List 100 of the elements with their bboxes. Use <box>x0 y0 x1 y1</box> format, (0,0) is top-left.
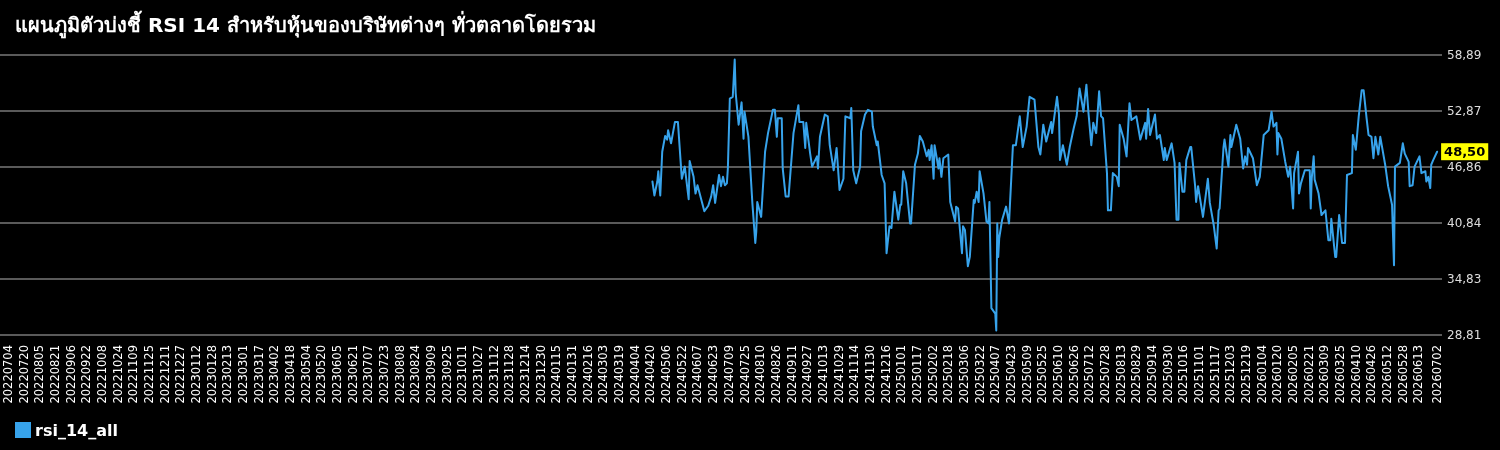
y-tick-label: 52,87 <box>1447 104 1482 119</box>
x-tick-label: 20220720 <box>16 345 31 404</box>
x-tick-label: 20240911 <box>784 345 799 404</box>
x-tick-label: 20221125 <box>141 345 156 404</box>
x-tick-label: 20250813 <box>1113 345 1128 404</box>
x-tick-label: 20221211 <box>157 345 172 404</box>
x-tick-label: 20241029 <box>831 345 846 404</box>
x-tick-label: 20260104 <box>1254 345 1269 404</box>
x-tick-label: 20260410 <box>1348 345 1363 404</box>
x-tick-label: 20250626 <box>1066 345 1081 404</box>
x-tick-label: 20260120 <box>1270 345 1285 404</box>
x-tick-label: 20230112 <box>188 345 203 404</box>
x-tick-label: 20220906 <box>63 345 78 404</box>
x-tick-label: 20240115 <box>549 345 564 404</box>
x-tick-label: 20230723 <box>377 345 392 404</box>
x-tick-label: 20250218 <box>941 345 956 404</box>
x-tick-label: 20230128 <box>204 345 219 404</box>
x-tick-label: 20230808 <box>392 345 407 404</box>
x-tick-label: 20251203 <box>1223 345 1238 404</box>
x-tick-label: 20231214 <box>518 345 533 404</box>
x-tick-label: 20240404 <box>627 345 642 404</box>
x-tick-label: 20231027 <box>471 345 486 404</box>
x-tick-label: 20250202 <box>925 345 940 404</box>
x-tick-label: 20230504 <box>298 345 313 404</box>
x-tick-label: 20220805 <box>32 345 47 404</box>
legend: rsi_14_all <box>15 420 118 440</box>
x-tick-label: 20240826 <box>768 345 783 404</box>
x-tick-label: 20240303 <box>596 345 611 404</box>
x-tick-label: 20260205 <box>1286 345 1301 404</box>
x-tick-label: 20220704 <box>0 345 15 404</box>
x-tick-label: 20250322 <box>972 345 987 404</box>
x-tick-label: 20251117 <box>1207 345 1222 404</box>
x-tick-label: 20250829 <box>1129 345 1144 404</box>
x-tick-label: 20250610 <box>1050 345 1065 404</box>
x-tick-label: 20250101 <box>894 345 909 404</box>
x-tick-label: 20240725 <box>737 345 752 404</box>
x-tick-label: 20260512 <box>1380 345 1395 404</box>
x-tick-label: 20250509 <box>1019 345 1034 404</box>
x-tick-label: 20240623 <box>706 345 721 404</box>
x-tick-label: 20241130 <box>862 345 877 404</box>
x-tick-label: 20221227 <box>173 345 188 404</box>
x-tick-label: 20250117 <box>909 345 924 404</box>
x-tick-label: 20250930 <box>1160 345 1175 404</box>
x-tick-label: 20240927 <box>800 345 815 404</box>
x-tick-label: 20260309 <box>1317 345 1332 404</box>
x-tick-label: 20240709 <box>721 345 736 404</box>
x-tick-label: 20230520 <box>314 345 329 404</box>
x-tick-label: 20240522 <box>674 345 689 404</box>
x-tick-label: 20260613 <box>1411 345 1426 404</box>
x-tick-label: 20250728 <box>1098 345 1113 404</box>
x-tick-label: 20240607 <box>690 345 705 404</box>
x-tick-label: 20241114 <box>847 345 862 404</box>
y-tick-label: 28,81 <box>1447 328 1482 342</box>
x-tick-label: 20240131 <box>565 345 580 404</box>
y-tick-label: 46,86 <box>1447 159 1482 174</box>
x-tick-label: 20231230 <box>533 345 548 404</box>
x-tick-label: 20221024 <box>110 345 125 404</box>
x-tick-label: 20230925 <box>439 345 454 404</box>
x-tick-label: 20250914 <box>1145 345 1160 404</box>
x-tick-label: 20230301 <box>235 345 250 404</box>
y-tick-label: 34,83 <box>1447 271 1482 286</box>
x-tick-label: 20230418 <box>282 345 297 404</box>
x-tick-label: 20250525 <box>1035 345 1050 404</box>
x-tick-label: 20220922 <box>79 345 94 404</box>
x-tick-label: 20230621 <box>345 345 360 404</box>
x-tick-label: 20260325 <box>1333 345 1348 404</box>
x-tick-label: 20230317 <box>251 345 266 404</box>
x-tick-label: 20230605 <box>329 345 344 404</box>
x-tick-label: 20260221 <box>1301 345 1316 404</box>
x-tick-label: 20240319 <box>612 345 627 404</box>
x-tick-label: 20250306 <box>956 345 971 404</box>
x-tick-label: 20251219 <box>1239 345 1254 404</box>
x-tick-label: 20230824 <box>408 345 423 404</box>
x-tick-label: 20230213 <box>220 345 235 404</box>
legend-label: rsi_14_all <box>35 420 118 440</box>
y-tick-label: 58,89 <box>1447 48 1482 62</box>
x-tick-label: 20230402 <box>267 345 282 404</box>
x-tick-label: 20231112 <box>486 345 501 404</box>
x-tick-label: 20240420 <box>643 345 658 404</box>
x-tick-label: 20231011 <box>455 345 470 404</box>
x-tick-label: 20221109 <box>126 345 141 404</box>
x-tick-label: 20250423 <box>1003 345 1018 404</box>
x-tick-label: 20240506 <box>659 345 674 404</box>
x-tick-label: 20230707 <box>361 345 376 404</box>
x-tick-label: 20250407 <box>988 345 1003 404</box>
x-tick-label: 20251101 <box>1192 345 1207 404</box>
x-tick-label: 20230909 <box>424 345 439 404</box>
x-tick-label: 20260426 <box>1364 345 1379 404</box>
x-tick-label: 20220821 <box>47 345 62 404</box>
x-tick-label: 20231128 <box>502 345 517 404</box>
x-tick-label: 20260702 <box>1430 345 1445 404</box>
x-tick-label: 20240216 <box>580 345 595 404</box>
x-tick-label: 20241013 <box>815 345 830 404</box>
y-tick-label: 40,84 <box>1447 216 1482 231</box>
x-tick-label: 20241216 <box>878 345 893 404</box>
annotation: 48,50 <box>1441 143 1489 161</box>
x-tick-label: 20221008 <box>94 345 109 404</box>
x-tick-label: 20260528 <box>1395 345 1410 404</box>
x-tick-label: 20240810 <box>753 345 768 404</box>
x-tick-label: 20251016 <box>1176 345 1191 404</box>
